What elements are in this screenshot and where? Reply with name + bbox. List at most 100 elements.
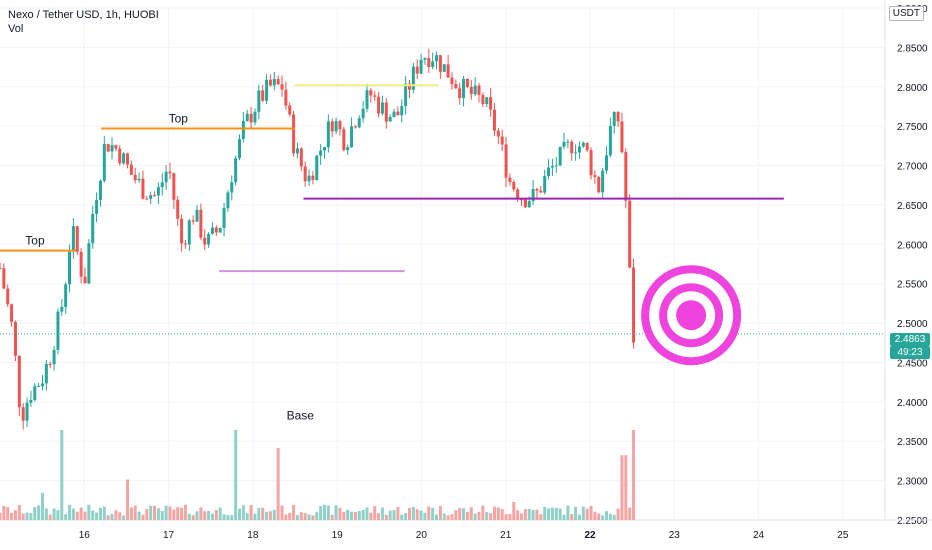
currency-badge[interactable]: USDT <box>888 6 924 21</box>
volume-bar <box>377 513 381 520</box>
candle-body <box>361 108 365 119</box>
volume-bar <box>52 508 56 520</box>
volume-bar <box>37 505 41 520</box>
volume-bar <box>388 510 392 520</box>
candle-body <box>102 144 106 181</box>
y-tick-label: 2.3000 <box>897 477 928 488</box>
candle-body <box>118 148 122 164</box>
candle-body <box>435 55 439 62</box>
volume-bar <box>257 507 261 520</box>
volume-bar <box>338 507 342 520</box>
volume-bar <box>605 511 609 520</box>
volume-bar <box>392 510 396 520</box>
y-tick-label: 2.6000 <box>897 240 928 251</box>
x-tick-label: 16 <box>79 530 91 541</box>
candle-body <box>95 199 99 214</box>
x-tick-label: 21 <box>500 530 512 541</box>
volume-bar <box>83 511 87 520</box>
candle-body <box>577 146 581 153</box>
candle-body <box>292 114 296 154</box>
volume-bar <box>593 511 597 520</box>
candle-body <box>122 153 126 164</box>
candle-body <box>527 201 531 208</box>
volume-bar <box>427 506 431 520</box>
candle-body <box>199 209 203 238</box>
volume-bar <box>195 511 199 520</box>
candle-body <box>195 209 199 222</box>
volume-bar <box>203 511 207 520</box>
volume-bar <box>218 507 222 520</box>
candle-body <box>75 226 79 252</box>
candle-body <box>114 145 118 149</box>
volume-bar <box>396 507 400 520</box>
volume-bar <box>315 512 319 520</box>
candle-body <box>64 284 68 308</box>
volume-bar <box>222 514 226 520</box>
volume-bar <box>496 507 500 520</box>
candle-body <box>288 105 292 115</box>
candle-body <box>21 407 25 421</box>
candle-body <box>149 195 153 199</box>
candle-body <box>404 83 408 106</box>
candle-body <box>0 267 2 269</box>
candle-body <box>17 355 21 408</box>
volume-bar <box>176 507 180 520</box>
volume-bar <box>442 513 446 520</box>
candle-body <box>388 116 392 122</box>
volume-bar <box>407 508 411 520</box>
volume-bar <box>40 493 44 520</box>
candle-body <box>593 175 597 177</box>
volume-bar <box>33 507 37 520</box>
annotation-label: Base <box>287 408 315 422</box>
volume-bar <box>404 513 408 520</box>
volume-bar <box>462 508 466 520</box>
volume-bar <box>272 509 276 520</box>
candle-body <box>160 182 164 188</box>
candle-body <box>2 268 6 289</box>
candle-body <box>272 79 276 86</box>
candle-body <box>218 227 222 233</box>
volume-bar <box>585 508 589 520</box>
volume-bar <box>516 510 520 520</box>
candle-body <box>392 111 396 117</box>
volume-bar <box>95 512 99 520</box>
volume-bar <box>574 506 578 520</box>
volume-bar <box>10 512 14 520</box>
candle-body <box>419 59 423 74</box>
x-tick-label: 22 <box>584 530 596 541</box>
chart-legend: Nexo / Tether USD, 1h, HUOBI Vol <box>8 8 159 36</box>
candle-body <box>60 307 64 312</box>
volume-bar <box>288 512 292 520</box>
candle-body <box>504 144 508 178</box>
candle-body <box>384 102 388 122</box>
candle-body <box>303 166 307 182</box>
candle-body <box>334 121 338 132</box>
candle-body <box>632 267 636 343</box>
candle-body <box>415 66 419 74</box>
volume-bar <box>164 505 168 520</box>
candle-body <box>469 86 473 95</box>
candle-body <box>326 121 330 148</box>
candle-body <box>543 176 547 193</box>
volume-bar <box>581 506 585 520</box>
candle-body <box>71 226 75 252</box>
volume-bar <box>346 509 350 520</box>
candle-body <box>176 199 180 219</box>
volume-bar <box>520 513 524 520</box>
candle-body <box>616 112 620 122</box>
candle-body <box>431 61 435 67</box>
candle-body <box>620 121 624 153</box>
volume-bar <box>477 511 481 520</box>
volume-bar <box>423 512 427 520</box>
volume-bar <box>469 507 473 520</box>
volume-bar <box>172 509 176 520</box>
volume-bar <box>114 510 118 520</box>
volume-bar <box>539 514 543 520</box>
candle-body <box>508 177 512 183</box>
candle-body <box>496 130 500 137</box>
volume-bar <box>431 507 435 520</box>
candle-body <box>238 139 242 159</box>
volume-bar <box>64 514 68 520</box>
